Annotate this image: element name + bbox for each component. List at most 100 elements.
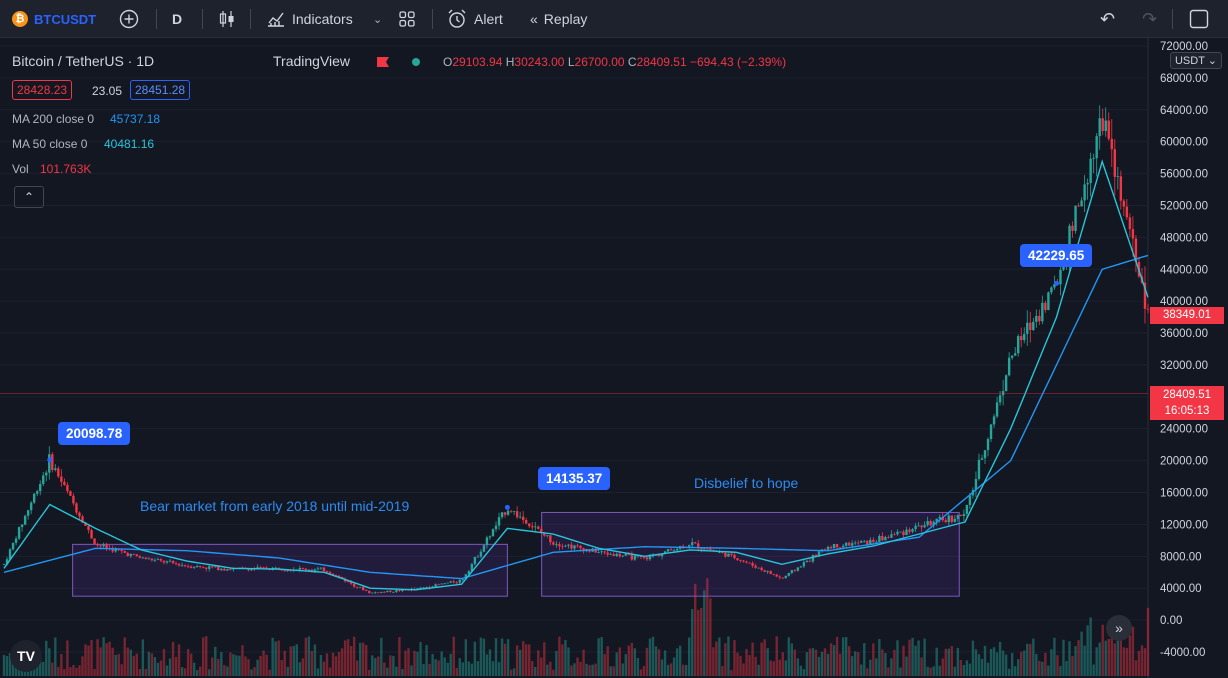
volume-bar — [681, 664, 685, 676]
scroll-to-realtime-button[interactable]: » — [1106, 615, 1132, 641]
candle-body — [488, 536, 492, 538]
volume-bar — [78, 665, 81, 676]
volume-bar — [739, 655, 742, 676]
candle-body — [334, 575, 338, 576]
layout-button[interactable] — [1188, 0, 1210, 38]
volume-bar — [669, 663, 673, 676]
price-scale[interactable]: 72000.00 68000.00 64000.00 60000.00 56000.00… — [1160, 41, 1208, 659]
candle-body — [760, 567, 763, 571]
volume-bar — [81, 656, 84, 676]
volume-bar — [552, 669, 555, 676]
volume-bar — [675, 648, 679, 676]
volume-bar — [1098, 642, 1101, 676]
volume-bar — [709, 598, 712, 676]
volume-bar — [760, 642, 763, 676]
volume-bar — [500, 638, 504, 676]
volume-bar — [748, 655, 751, 676]
volume-bar — [911, 637, 914, 676]
volume-bar — [358, 642, 362, 676]
symbol-search[interactable]: ₿ BTCUSDT — [12, 0, 96, 38]
annotation-14135[interactable]: 14135.37 — [538, 467, 611, 490]
indicators-button[interactable]: Indicators — [266, 0, 353, 38]
volume-bar — [799, 665, 803, 676]
chevron-down-icon[interactable]: ⌄ — [373, 13, 383, 26]
volume-bar — [54, 637, 57, 676]
ma50-label[interactable]: MA 50 close 0 — [12, 137, 88, 151]
candle-body — [156, 559, 160, 560]
y-tick-label: 12000.00 — [1160, 519, 1208, 531]
volume-bar — [582, 649, 585, 676]
volume-bar — [528, 644, 531, 676]
volume-bar — [1013, 666, 1017, 676]
volume-bar — [226, 666, 229, 676]
candle-body — [1095, 136, 1098, 159]
volume-bar — [512, 668, 516, 676]
volume-bar — [1128, 635, 1132, 676]
volume-bar — [156, 662, 160, 676]
templates-button[interactable] — [398, 0, 416, 38]
undo-button[interactable]: ↶ — [1100, 0, 1115, 38]
replay-button[interactable]: « Replay — [530, 0, 587, 38]
candle-body — [784, 575, 787, 579]
candle-body — [543, 532, 546, 536]
collapse-legend-button[interactable]: ⌃ — [14, 186, 44, 208]
price-chart[interactable]: 72000.00 68000.00 64000.00 60000.00 56000.00… — [0, 38, 1228, 678]
currency-selector[interactable]: USDT ⌄ — [1169, 52, 1222, 69]
candle-body — [177, 563, 181, 566]
volume-bar — [1080, 631, 1083, 676]
candle-body — [917, 525, 920, 527]
volume-bar — [615, 652, 618, 676]
buy-price-button[interactable]: 28451.28 — [130, 80, 191, 100]
candle-body — [887, 537, 890, 538]
volume-bar — [639, 669, 643, 676]
candle-body — [947, 515, 950, 523]
alert-button[interactable]: Alert — [446, 0, 503, 38]
flag-icon — [376, 55, 390, 73]
candle-body — [636, 555, 640, 557]
volume-bar — [45, 640, 48, 676]
low-value: 26700.00 — [574, 55, 625, 69]
y-tick-label: 40000.00 — [1160, 296, 1208, 308]
volume-bar — [355, 660, 359, 676]
volume-bar — [965, 660, 969, 676]
volume-bar — [555, 650, 558, 676]
volume-bar — [724, 643, 727, 676]
volume-bar — [757, 664, 760, 676]
ma200-label[interactable]: MA 200 close 0 — [12, 112, 95, 126]
volume-bar — [986, 662, 990, 676]
last-price-tag: 38349.01 — [1150, 307, 1224, 324]
current-price-tag: 28409.51 16:05:13 — [1150, 386, 1224, 420]
sell-price-button[interactable]: 28428.23 — [12, 80, 73, 100]
candle-body — [1128, 217, 1132, 230]
volume-bar — [829, 643, 833, 676]
annotation-42229[interactable]: 42229.65 — [1020, 244, 1093, 267]
candle-body — [1013, 353, 1017, 356]
volume-bar — [247, 659, 250, 676]
volume-bar — [371, 655, 374, 676]
candle-body — [1089, 158, 1092, 184]
interval-button[interactable]: D — [172, 11, 183, 27]
candle-body — [875, 541, 878, 543]
volume-bar — [63, 669, 66, 676]
candle-body — [799, 566, 803, 568]
close-value: 28409.51 — [636, 55, 687, 69]
volume-bar — [422, 664, 425, 676]
annotation-20098[interactable]: 20098.78 — [58, 422, 131, 445]
vol-label[interactable]: Vol — [12, 162, 29, 176]
candle-body — [778, 576, 781, 578]
candle-body — [700, 548, 703, 550]
double-chevron-right-icon: » — [1115, 620, 1123, 636]
volume-bar — [784, 660, 787, 676]
volume-bar — [398, 637, 401, 676]
source-label: TradingView — [273, 53, 351, 69]
chart-type-button[interactable] — [218, 0, 236, 38]
candle-body — [1092, 158, 1095, 159]
candle-body — [5, 559, 9, 565]
candle-body — [950, 515, 953, 522]
add-symbol-button[interactable] — [118, 0, 140, 38]
redo-button[interactable]: ↷ — [1142, 0, 1157, 38]
candle-body — [1001, 391, 1005, 396]
volume-bar — [944, 648, 947, 676]
volume-bar — [286, 666, 289, 676]
candle-body — [57, 468, 60, 477]
